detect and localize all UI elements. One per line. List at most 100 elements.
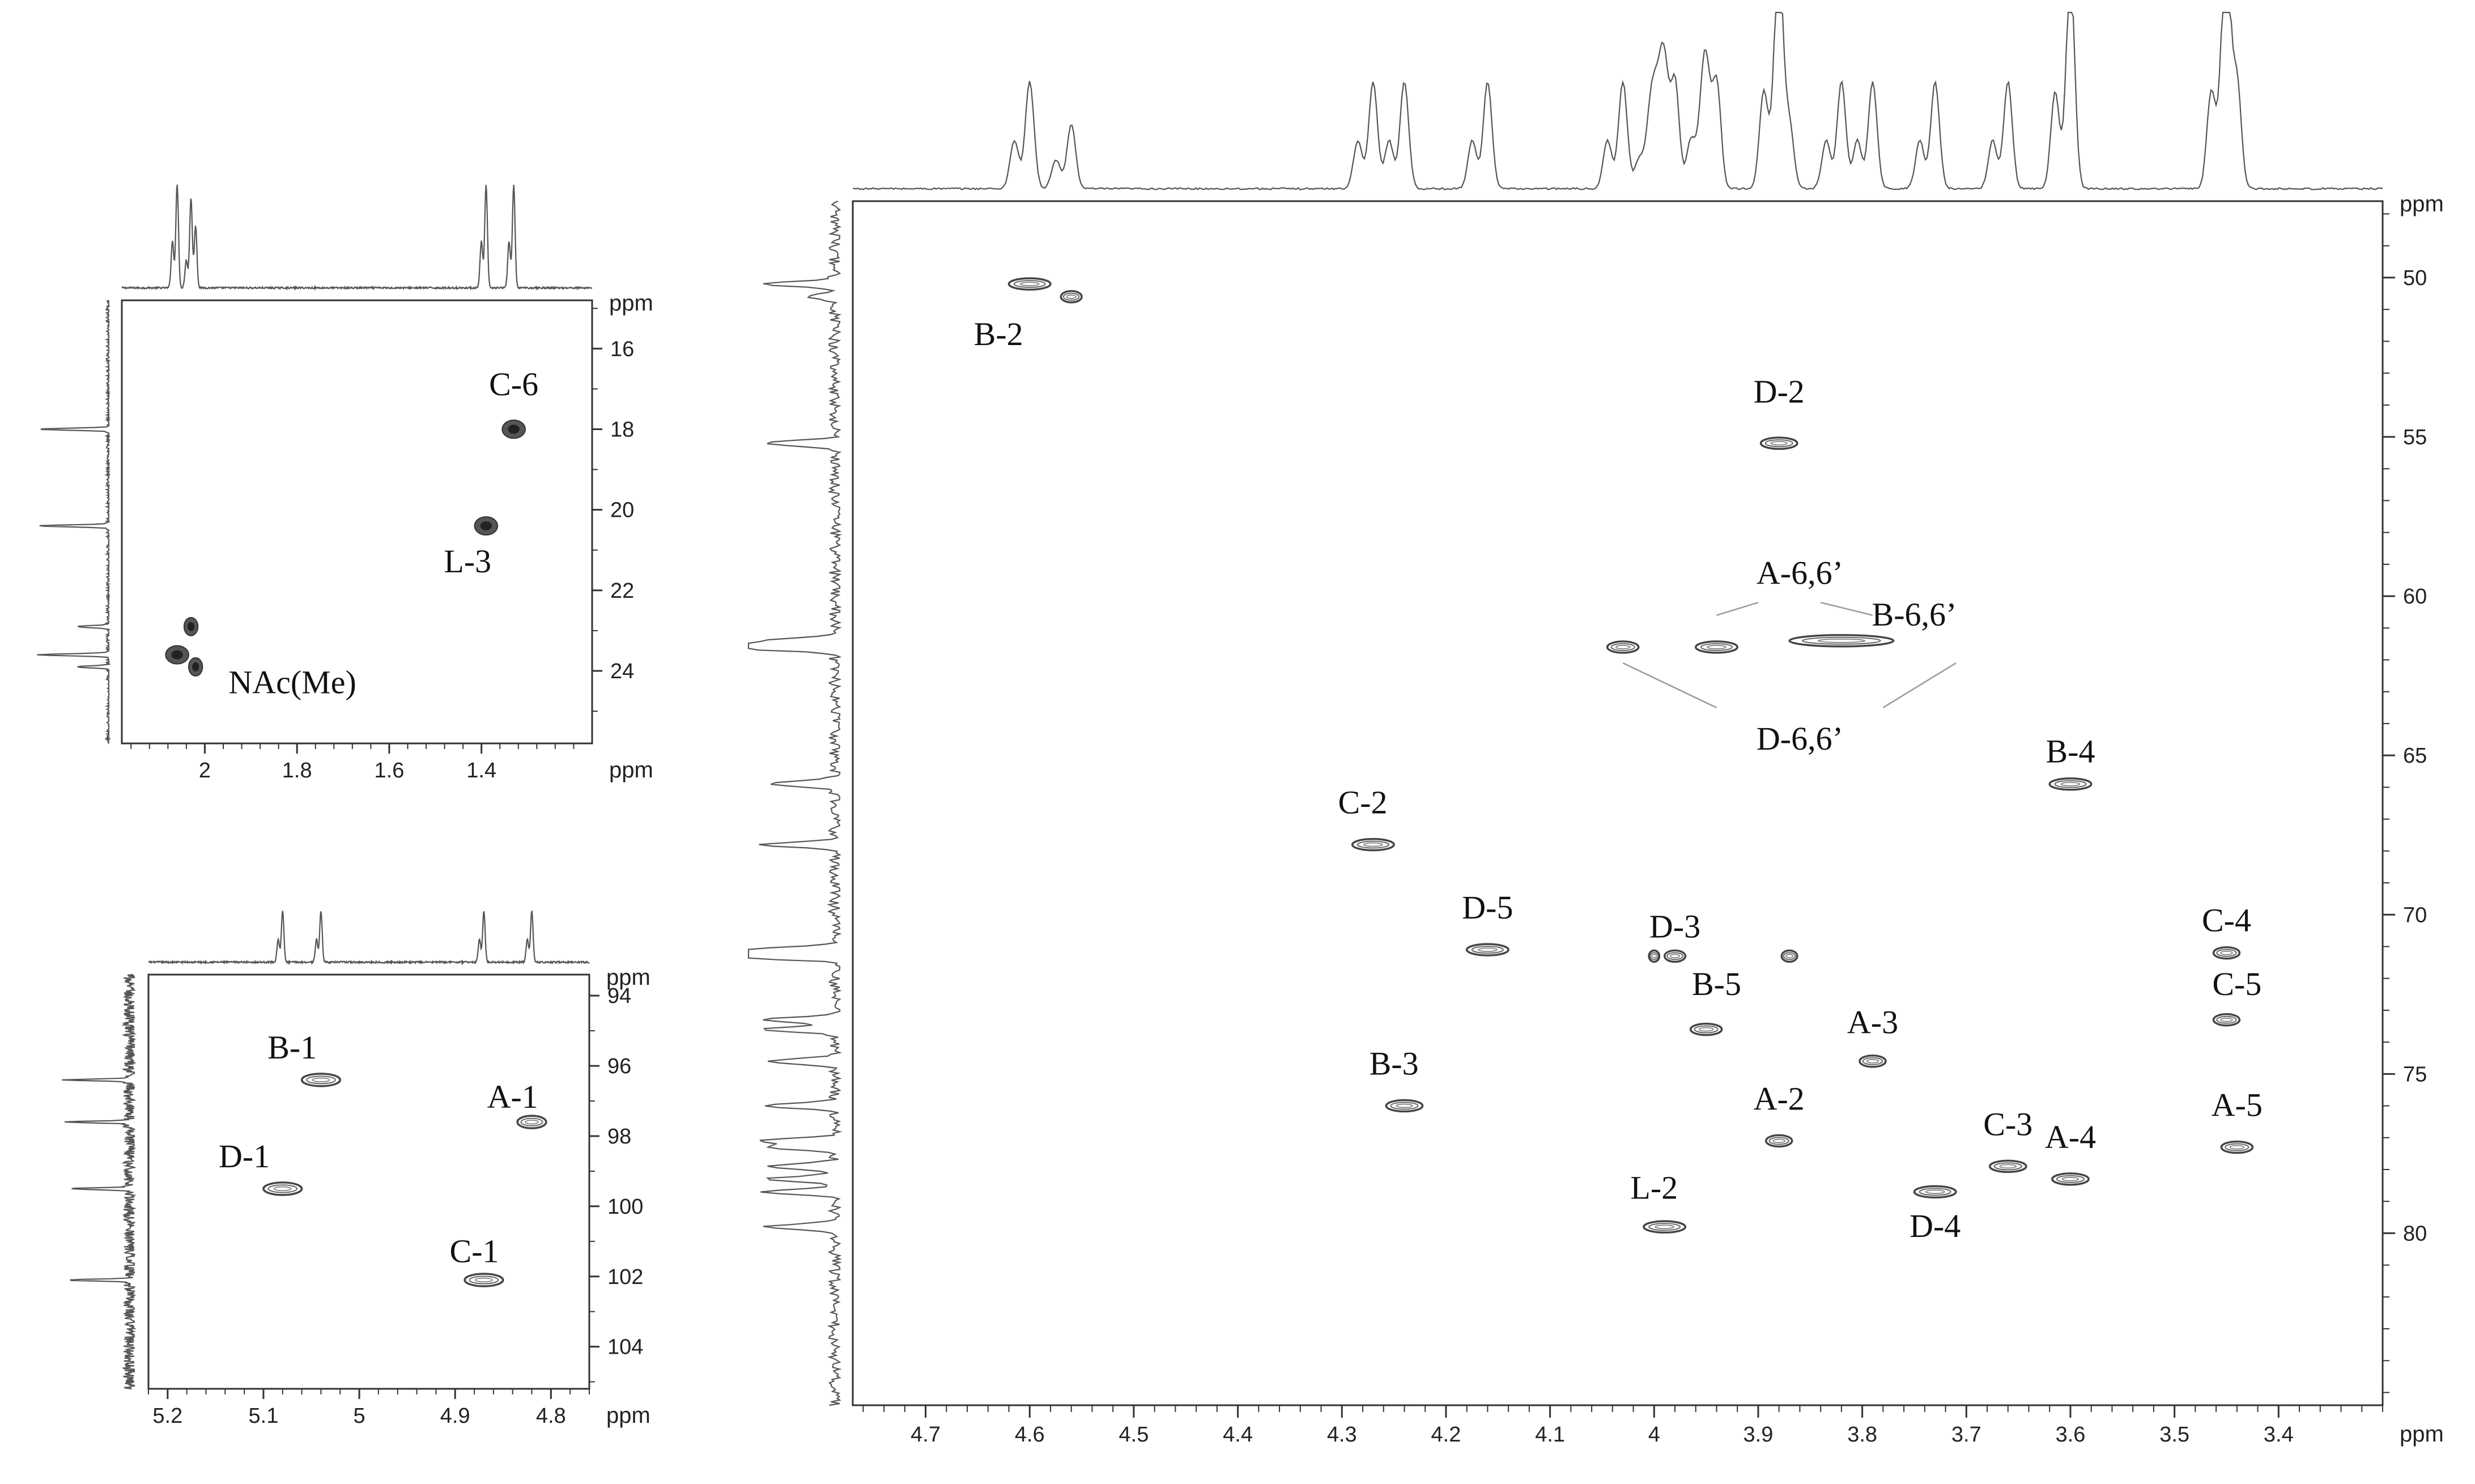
x-tick-label: 4.5	[1119, 1423, 1149, 1447]
y-axis-label: ppm	[2400, 192, 2444, 216]
peak-label: C-1	[450, 1232, 499, 1269]
plot-frame	[147, 973, 590, 1390]
cross-peak	[2212, 1013, 2241, 1027]
x-tick-label: 4.2	[1431, 1423, 1461, 1447]
y-tick-label: 80	[2403, 1222, 2427, 1245]
peak-label: D-1	[219, 1138, 270, 1175]
cross-peak	[1988, 1159, 2027, 1173]
cross-peak	[300, 1073, 342, 1087]
peak-label: C-5	[2212, 966, 2261, 1002]
peak-label: L-3	[444, 543, 491, 580]
y-tick-label: 16	[610, 337, 634, 361]
peak-label: B-3	[1370, 1045, 1419, 1082]
y-tick-label: 50	[2403, 266, 2427, 290]
y-tick-label: 22	[610, 579, 634, 603]
top-projection-spectrum	[121, 184, 593, 291]
panel-p2: 5.2 5.1 5 4.9 4.8 ppm949698100102104ppmB-1A-1…	[62, 909, 650, 1428]
x-tick-label: 4.7	[911, 1423, 941, 1447]
y-tick-label: 18	[610, 418, 634, 441]
left-projection-spectrum	[62, 973, 137, 1390]
top-projection-spectrum	[148, 909, 590, 966]
peak-label: A-3	[1847, 1003, 1898, 1040]
guide-line	[1882, 662, 1957, 708]
x-tick-label: 3.4	[2264, 1423, 2294, 1447]
peak-label: C-3	[1983, 1105, 2032, 1142]
y-axis-label: ppm	[606, 965, 650, 990]
peak-label: D-6,6’	[1757, 720, 1843, 757]
peak-label: D-5	[1462, 889, 1513, 926]
peak-label: A-1	[487, 1078, 538, 1115]
y-tick-label: 24	[610, 660, 634, 683]
cross-peak	[1007, 277, 1052, 291]
y-tick-label: 70	[2403, 903, 2427, 927]
y-axis-label: ppm	[609, 291, 653, 316]
left-projection-spectrum	[37, 300, 112, 744]
x-tick-label: 4.1	[1535, 1423, 1565, 1447]
peak-label: A-5	[2212, 1087, 2263, 1124]
cross-peak	[474, 516, 499, 536]
x-tick-label: 4.8	[536, 1404, 566, 1428]
cross-peak	[1606, 640, 1640, 654]
y-tick-label: 60	[2403, 585, 2427, 609]
x-tick-label: 4.4	[1223, 1423, 1253, 1447]
cross-peak	[183, 616, 199, 636]
guide-line	[1622, 662, 1717, 708]
x-tick-label: 3.5	[2159, 1423, 2189, 1447]
peak-label: C-4	[2202, 902, 2251, 939]
peak-label: B-4	[2046, 733, 2095, 770]
x-tick-label: 3.8	[1847, 1423, 1877, 1447]
x-tick-label: 3.7	[1951, 1423, 1981, 1447]
cross-peak	[262, 1181, 303, 1196]
peak-label: A-4	[2045, 1119, 2096, 1155]
x-tick-label: 2	[199, 759, 211, 783]
cross-peak	[2048, 777, 2093, 791]
top-projection-spectrum	[852, 11, 2383, 190]
left-projection-spectrum	[747, 201, 843, 1406]
cross-peak	[2212, 946, 2241, 960]
cross-peak	[1695, 640, 1738, 654]
x-tick-label: 3.6	[2056, 1423, 2086, 1447]
x-axis-label: ppm	[2400, 1422, 2444, 1447]
x-tick-label: 5.2	[152, 1404, 182, 1428]
plot-frame	[852, 200, 2384, 1406]
y-tick-label: 104	[607, 1336, 643, 1359]
cross-peak	[1913, 1185, 1957, 1199]
cross-peak	[1788, 634, 1895, 648]
peak-label: D-4	[1910, 1207, 1961, 1244]
cross-peak	[2051, 1172, 2090, 1186]
cross-peak	[1780, 949, 1798, 963]
x-tick-label: 4.3	[1327, 1423, 1357, 1447]
x-tick-label: 3.9	[1743, 1423, 1774, 1447]
peak-label: NAc(Me)	[228, 664, 356, 700]
y-tick-label: 102	[607, 1265, 643, 1289]
y-tick-label: 100	[607, 1195, 643, 1219]
y-tick-label: 20	[610, 499, 634, 522]
peak-label: B-6,6’	[1872, 596, 1957, 633]
peak-label: A-6,6’	[1757, 555, 1843, 592]
cross-peak	[1648, 949, 1661, 963]
peak-label: D-3	[1649, 908, 1700, 945]
y-tick-label: 94	[607, 984, 631, 1008]
peak-label: L-2	[1630, 1170, 1678, 1206]
cross-peak	[2220, 1140, 2254, 1154]
y-tick-label: 98	[607, 1125, 631, 1149]
cross-peak	[165, 645, 189, 665]
x-tick-label: 4.9	[440, 1404, 470, 1428]
guide-line	[1716, 602, 1759, 616]
x-tick-label: 1.4	[466, 759, 496, 783]
y-tick-label: 65	[2403, 744, 2427, 768]
panel-p3: 4.7 4.6 4.5 4.4 4.3 4.2 4.1 4 3.9 3.8 3.7 3.6 3.5 3.4…	[747, 11, 2444, 1447]
guide-line	[1820, 602, 1873, 616]
peak-label: C-6	[489, 365, 538, 402]
cross-peak	[516, 1115, 547, 1129]
cross-peak	[188, 657, 203, 677]
x-axis-label: ppm	[606, 1403, 650, 1428]
x-tick-label: 5	[354, 1404, 365, 1428]
x-tick-label: 1.8	[282, 759, 312, 783]
plot-frame	[121, 299, 593, 745]
cross-peak	[1859, 1054, 1887, 1068]
x-axis-label: ppm	[609, 758, 653, 783]
peak-label: D-2	[1754, 373, 1805, 410]
panel-p1: 2 1.8 1.6 1.4 ppm 16 18 20 22 24 ppm C-6 L-3 NAc(Me)	[37, 184, 653, 783]
